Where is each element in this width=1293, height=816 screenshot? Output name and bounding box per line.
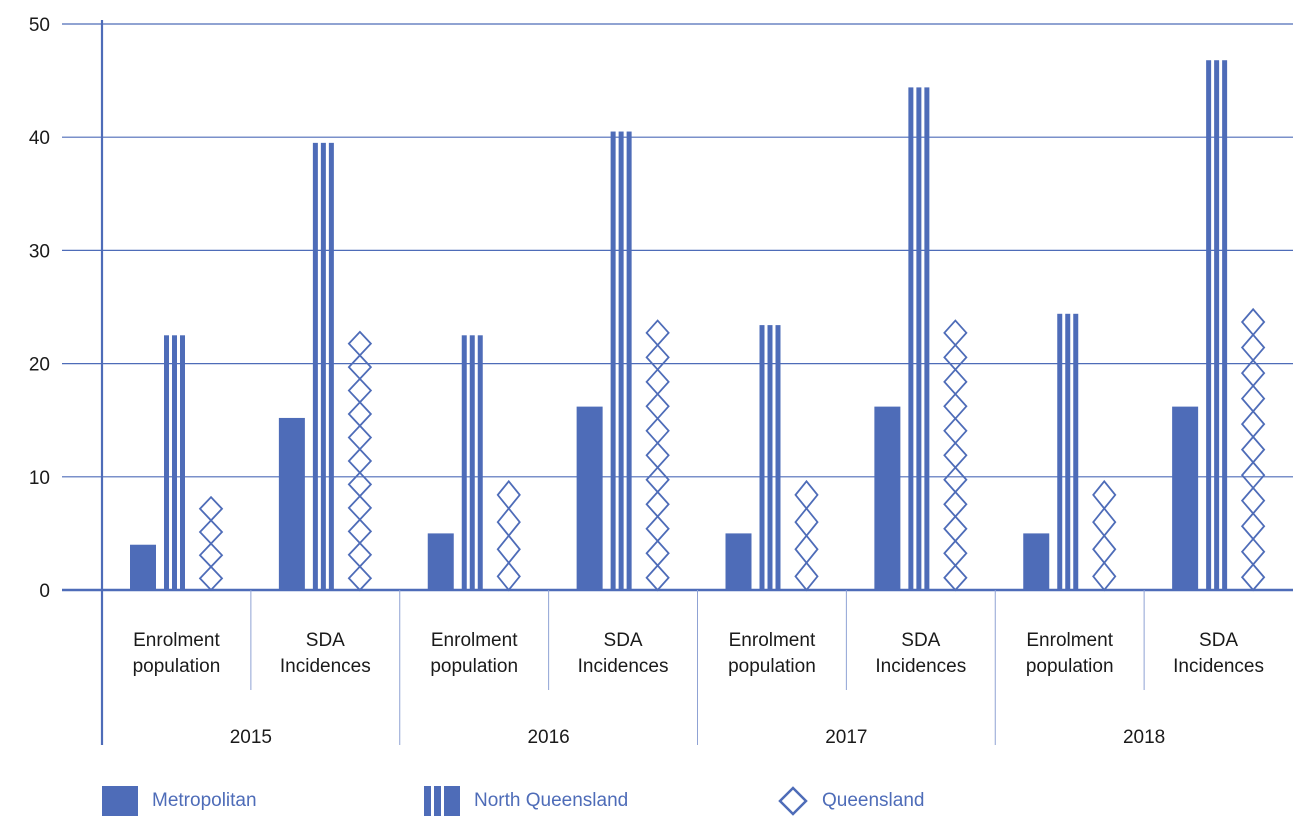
bar-queensland: [347, 330, 373, 592]
x-category-label: Enrolment: [431, 630, 518, 651]
bar-north-queensland: [759, 325, 781, 590]
bar-north-queensland: [461, 335, 483, 590]
bar-queensland: [943, 319, 968, 592]
x-category-label: population: [728, 656, 816, 677]
x-category-label: Enrolment: [133, 630, 220, 651]
x-category-label: Incidences: [875, 656, 966, 677]
bar-queensland: [1240, 307, 1266, 592]
legend-label-north-queensland: North Queensland: [474, 790, 629, 811]
legend-item-queensland: Queensland: [778, 786, 924, 816]
y-tick-label: 30: [29, 241, 50, 262]
x-category-label: population: [430, 656, 518, 677]
legend-item-metropolitan: Metropolitan: [102, 786, 257, 816]
x-category-label: SDA: [604, 630, 643, 651]
bar-north-queensland: [908, 87, 930, 590]
x-category-label: population: [1026, 656, 1114, 677]
bar-metropolitan: [130, 544, 156, 590]
bar-north-queensland: [1206, 60, 1228, 590]
x-category-label: Incidences: [1173, 656, 1264, 677]
x-category-label: SDA: [901, 630, 940, 651]
bar-queensland: [794, 479, 819, 592]
bar-north-queensland: [1057, 313, 1079, 590]
bar-north-queensland: [610, 131, 632, 591]
x-category-label: Incidences: [578, 656, 669, 677]
x-category-label: Incidences: [280, 656, 371, 677]
bar-queensland: [496, 479, 521, 592]
x-category-label: Enrolment: [729, 630, 816, 651]
legend-swatch-diamond: [778, 786, 808, 816]
y-tick-label: 40: [29, 128, 50, 149]
legend-swatch-solid: [102, 786, 138, 816]
bar-metropolitan: [278, 417, 305, 590]
x-category-label: SDA: [306, 630, 345, 651]
legend-label-metropolitan: Metropolitan: [152, 790, 257, 811]
bar-metropolitan: [874, 406, 901, 590]
y-tick-label: 20: [29, 355, 50, 376]
bar-metropolitan: [427, 533, 454, 590]
x-group-label: 2015: [230, 727, 272, 748]
bar-queensland: [645, 319, 670, 592]
bar-metropolitan: [576, 406, 603, 590]
bar-north-queensland: [164, 335, 185, 590]
bar-queensland: [1092, 479, 1117, 592]
x-category-label: population: [133, 656, 221, 677]
bar-chart: 0 10 20 30 40 50 Enrolment population SDA Inciden…: [29, 15, 1293, 748]
y-tick-label: 10: [29, 468, 50, 489]
bar-north-queensland: [312, 142, 334, 591]
y-tick-label: 0: [39, 581, 50, 602]
legend-swatch-striped: [424, 786, 460, 816]
bar-metropolitan: [1023, 533, 1050, 590]
x-group-label: 2017: [825, 727, 867, 748]
x-group-label: 2018: [1123, 727, 1165, 748]
x-group-label: 2016: [527, 727, 569, 748]
y-tick-label: 50: [29, 15, 50, 36]
legend-label-queensland: Queensland: [822, 790, 925, 811]
bar-queensland: [198, 495, 224, 592]
x-category-label: SDA: [1199, 630, 1238, 651]
x-category-label: Enrolment: [1026, 630, 1113, 651]
legend-item-north-queensland: North Queensland: [424, 786, 628, 816]
bar-metropolitan: [725, 533, 752, 590]
bar-metropolitan: [1172, 406, 1199, 590]
